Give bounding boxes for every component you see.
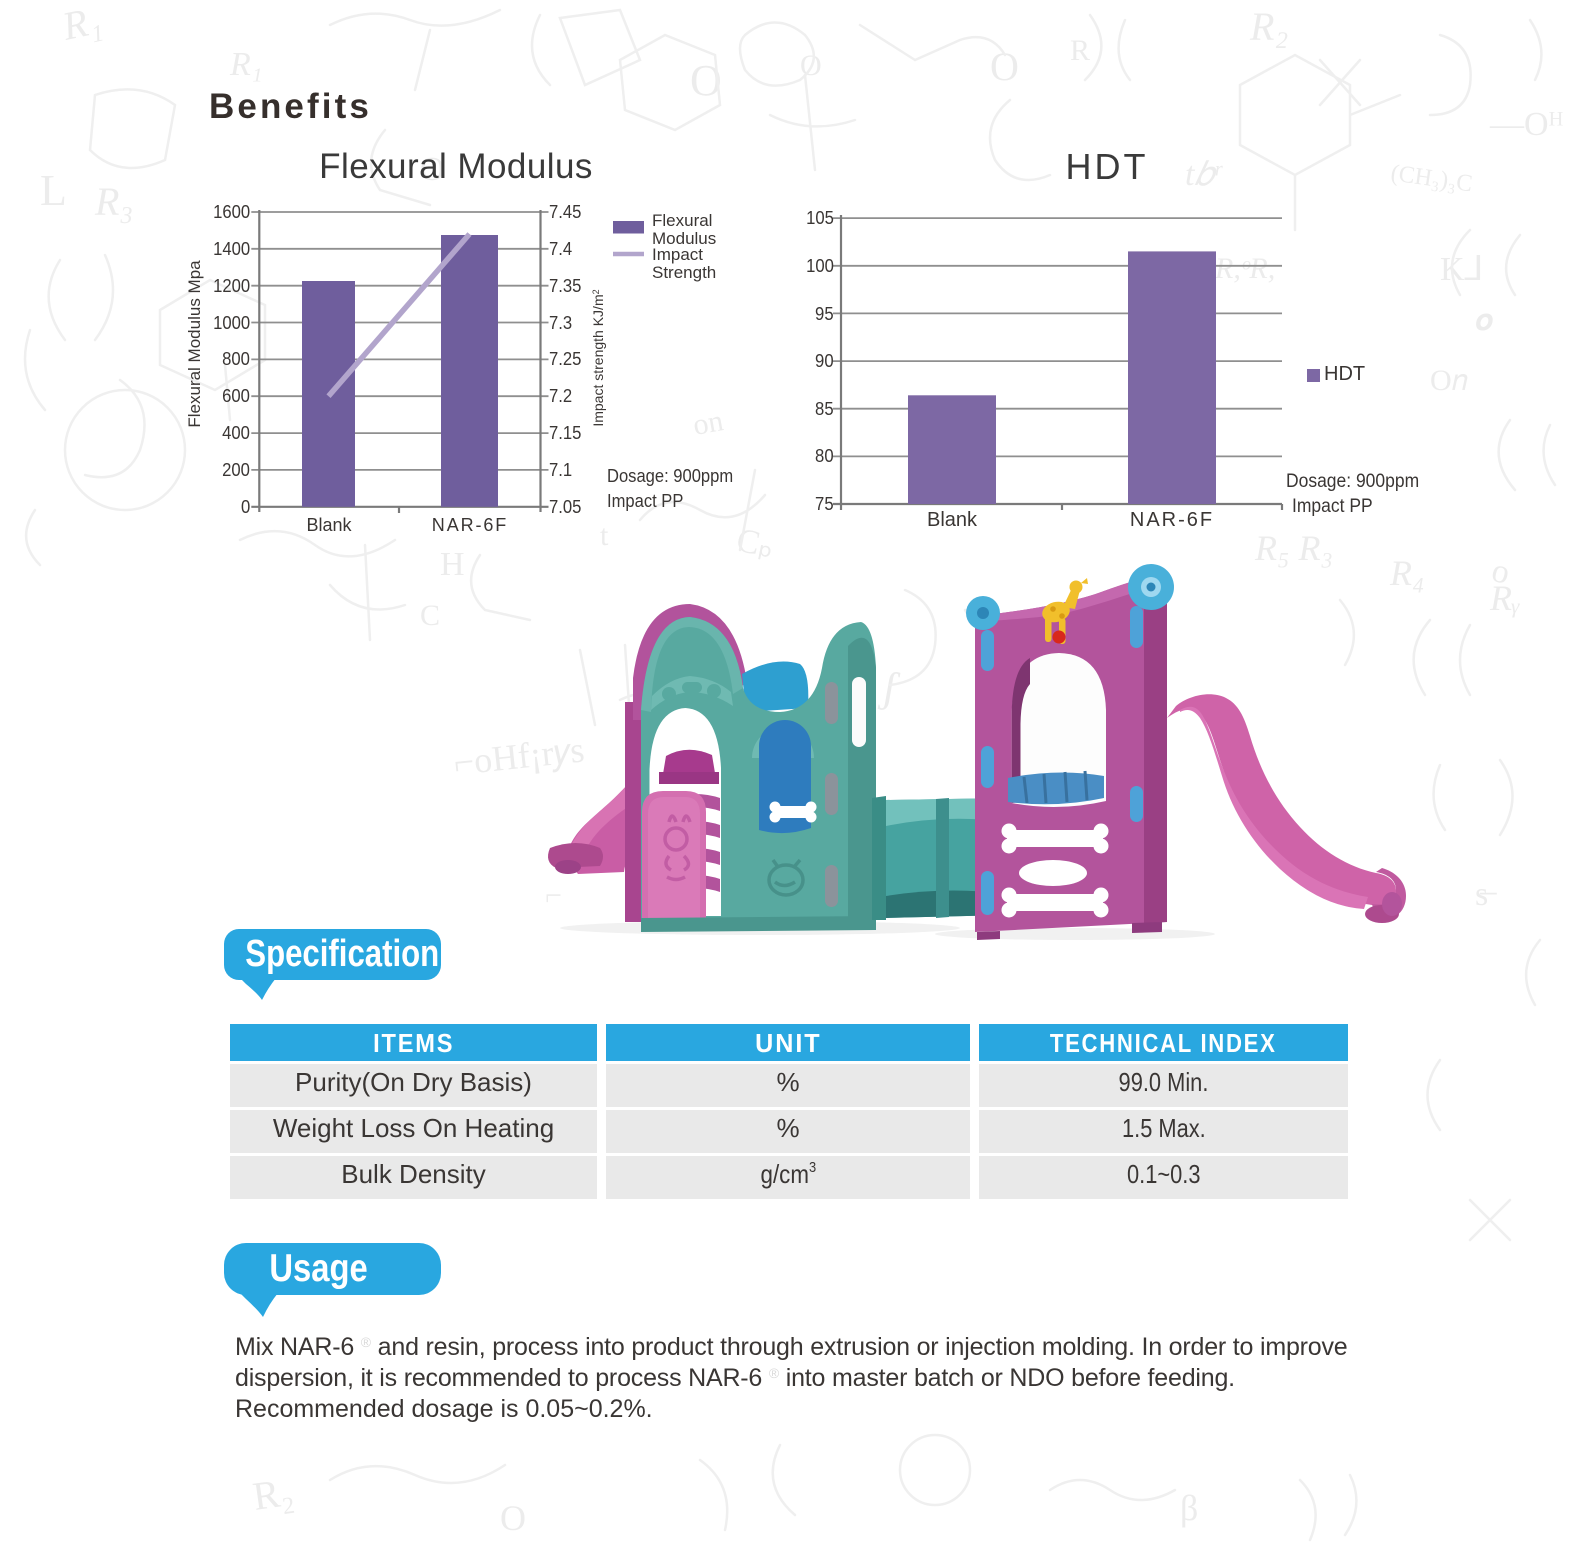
svg-text:—Oᴴ: —Oᴴ (1489, 106, 1564, 143)
svg-text:R₅ R₃: R₅ R₃ (1254, 528, 1333, 568)
svg-text:R,ᵒR,: R,ᵒR, (1214, 252, 1275, 285)
svg-text:β: β (1180, 1488, 1198, 1528)
svg-text:R₂: R₂ (1249, 4, 1288, 49)
svg-text:O: O (500, 1498, 526, 1538)
svg-text:𝒐: 𝒐 (1475, 304, 1493, 337)
svg-text:Rᵧ: Rᵧ (1489, 578, 1520, 618)
svg-text:O: O (420, 151, 445, 188)
svg-text:L: L (40, 166, 67, 215)
svg-text:R₁: R₁ (58, 0, 106, 49)
svg-text:t𝑏ʳ: t𝑏ʳ (1185, 156, 1223, 193)
svg-text:R₃: R₃ (94, 179, 133, 224)
svg-text:R₄: R₄ (1389, 553, 1425, 593)
svg-text:⌐: ⌐ (545, 879, 562, 912)
svg-text:O: O (990, 44, 1019, 89)
svg-text:on: on (690, 404, 725, 442)
svg-text:R: R (1070, 34, 1090, 67)
svg-text:H: H (440, 546, 465, 583)
svg-text:t: t (600, 519, 609, 552)
svg-text:R₂: R₂ (250, 1469, 296, 1519)
svg-text:s̶: s̶ (1475, 876, 1497, 913)
svg-text:C: C (420, 599, 440, 632)
svg-text:O𝑛: O𝑛 (1430, 364, 1468, 397)
svg-text:R₁: R₁ (229, 46, 263, 83)
svg-text:K⅃: K⅃ (1440, 251, 1484, 288)
